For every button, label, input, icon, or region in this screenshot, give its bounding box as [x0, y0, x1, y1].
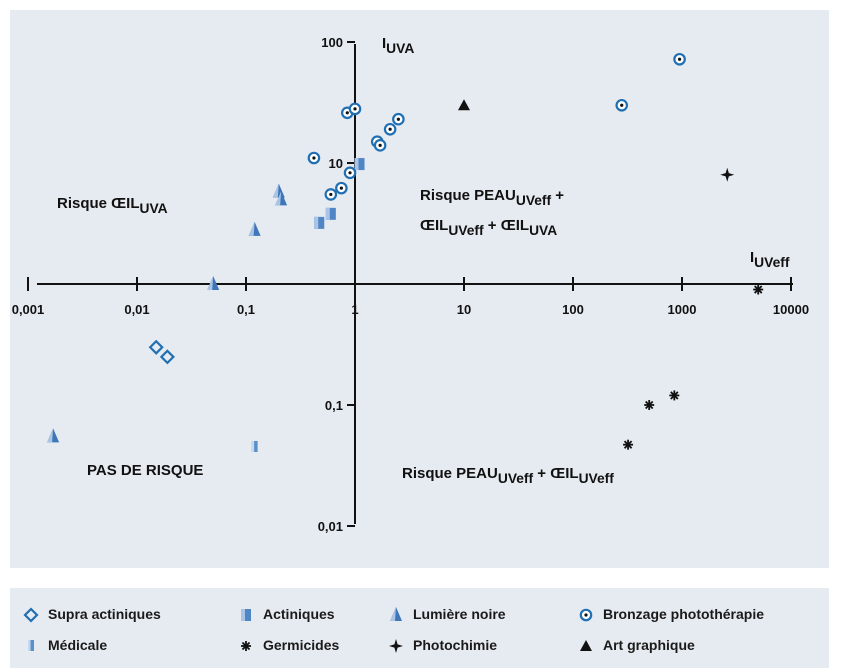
legend-item: Bronzage photothérapie	[575, 606, 764, 624]
legend-label: Bronzage photothérapie	[603, 606, 765, 622]
legend-item: Supra actiniques	[20, 606, 161, 624]
legend-marker-icon	[20, 606, 42, 624]
data-point	[251, 440, 258, 452]
legend-marker-icon	[235, 637, 257, 655]
legend-label: Supra actiniques	[48, 606, 161, 622]
region-label-skin-eye-line2: ŒILUVeff + ŒILUVA	[420, 217, 557, 238]
legend-label: Lumière noire	[413, 606, 506, 622]
x-tick-label-0,001: 0,001	[12, 302, 45, 317]
x-tick-label-0,1: 0,1	[237, 302, 255, 317]
legend-marker-icon	[385, 606, 407, 624]
legend-item: Actiniques	[235, 606, 335, 624]
plot-panel: 0,001 0,01 0,1 1 10 100 1000 10000 100 10 0,1 0,01 I…	[10, 10, 829, 568]
legend-label: Art graphique	[603, 637, 695, 653]
data-point	[669, 390, 680, 401]
legend-marker-icon	[385, 637, 407, 655]
data-point	[720, 167, 735, 182]
legend-label: Actiniques	[263, 606, 335, 622]
y-tick-label-0,1: 0,1	[325, 398, 343, 413]
x-tick-label-1000: 1000	[668, 302, 697, 317]
series-actiniques	[314, 158, 365, 229]
x-tick-label-10: 10	[457, 302, 471, 317]
series-photochimie	[720, 167, 735, 182]
data-point	[335, 181, 348, 195]
series-lumi-re-noire	[47, 183, 288, 443]
x-tick-label-1: 1	[351, 302, 358, 317]
y-tick-label-10: 10	[329, 156, 343, 171]
legend-item: Art graphique	[575, 637, 695, 655]
data-point	[314, 216, 325, 229]
data-point	[753, 284, 764, 295]
data-point	[615, 98, 629, 112]
series-germicides	[623, 284, 764, 450]
region-label-eye-uva: Risque ŒILUVA	[57, 195, 168, 216]
legend-marker-icon	[575, 637, 597, 655]
legend-label: Germicides	[263, 637, 340, 653]
data-point	[159, 349, 175, 365]
region-label-no-risk: PAS DE RISQUE	[87, 462, 203, 479]
y-tick-label-0,01: 0,01	[318, 519, 343, 534]
legend-label: Médicale	[48, 637, 108, 653]
data-point	[644, 400, 655, 410]
legend-label: Photochimie	[413, 637, 498, 653]
data-point	[47, 428, 60, 443]
y-axis-label: IUVA	[382, 35, 414, 56]
x-tick-label-100: 100	[562, 302, 584, 317]
y-tick-label-100: 100	[321, 35, 343, 50]
legend-marker-icon	[20, 637, 42, 655]
x-tick-label-10000: 10000	[773, 302, 809, 317]
data-point	[248, 221, 261, 236]
legend-item: Lumière noire	[385, 606, 506, 624]
data-point	[272, 183, 285, 198]
x-axis-label: IUVeff	[750, 249, 790, 270]
data-point	[383, 122, 397, 136]
series-m-dicale	[251, 440, 258, 452]
legend-item: Médicale	[20, 637, 107, 655]
data-point	[148, 339, 164, 355]
chart-svg: 0,001 0,01 0,1 1 10 100 1000 10000 100 10 0,1 0,01 I…	[12, 35, 809, 534]
legend-marker-icon	[575, 606, 597, 624]
data-point	[307, 151, 321, 165]
data-point	[354, 158, 365, 171]
data-point	[275, 191, 288, 206]
legend-marker-icon	[235, 606, 257, 624]
data-point	[673, 52, 686, 66]
series-art-graphique	[458, 99, 470, 111]
legend-item: Germicides	[235, 637, 339, 655]
series-supra-actiniques	[148, 339, 175, 365]
x-tick-label-0,01: 0,01	[124, 302, 149, 317]
data-point	[348, 102, 362, 116]
data-point	[392, 112, 405, 126]
region-label-skin-eye-line1: Risque PEAUUVeff +	[420, 187, 564, 208]
legend-item: Photochimie	[385, 637, 497, 655]
data-point	[373, 139, 387, 152]
series-bronzage-phototh-rapie	[307, 52, 686, 201]
data-point	[458, 99, 470, 111]
data-point	[623, 439, 634, 450]
data-point	[325, 207, 336, 220]
data-point	[324, 188, 338, 201]
legend: Supra actiniques Actiniques Lumière noire B…	[10, 588, 829, 668]
data-point	[207, 276, 220, 290]
region-label-skin-eye-uveff: Risque PEAUUVeff + ŒILUVeff	[402, 465, 614, 486]
data-point	[343, 166, 357, 180]
